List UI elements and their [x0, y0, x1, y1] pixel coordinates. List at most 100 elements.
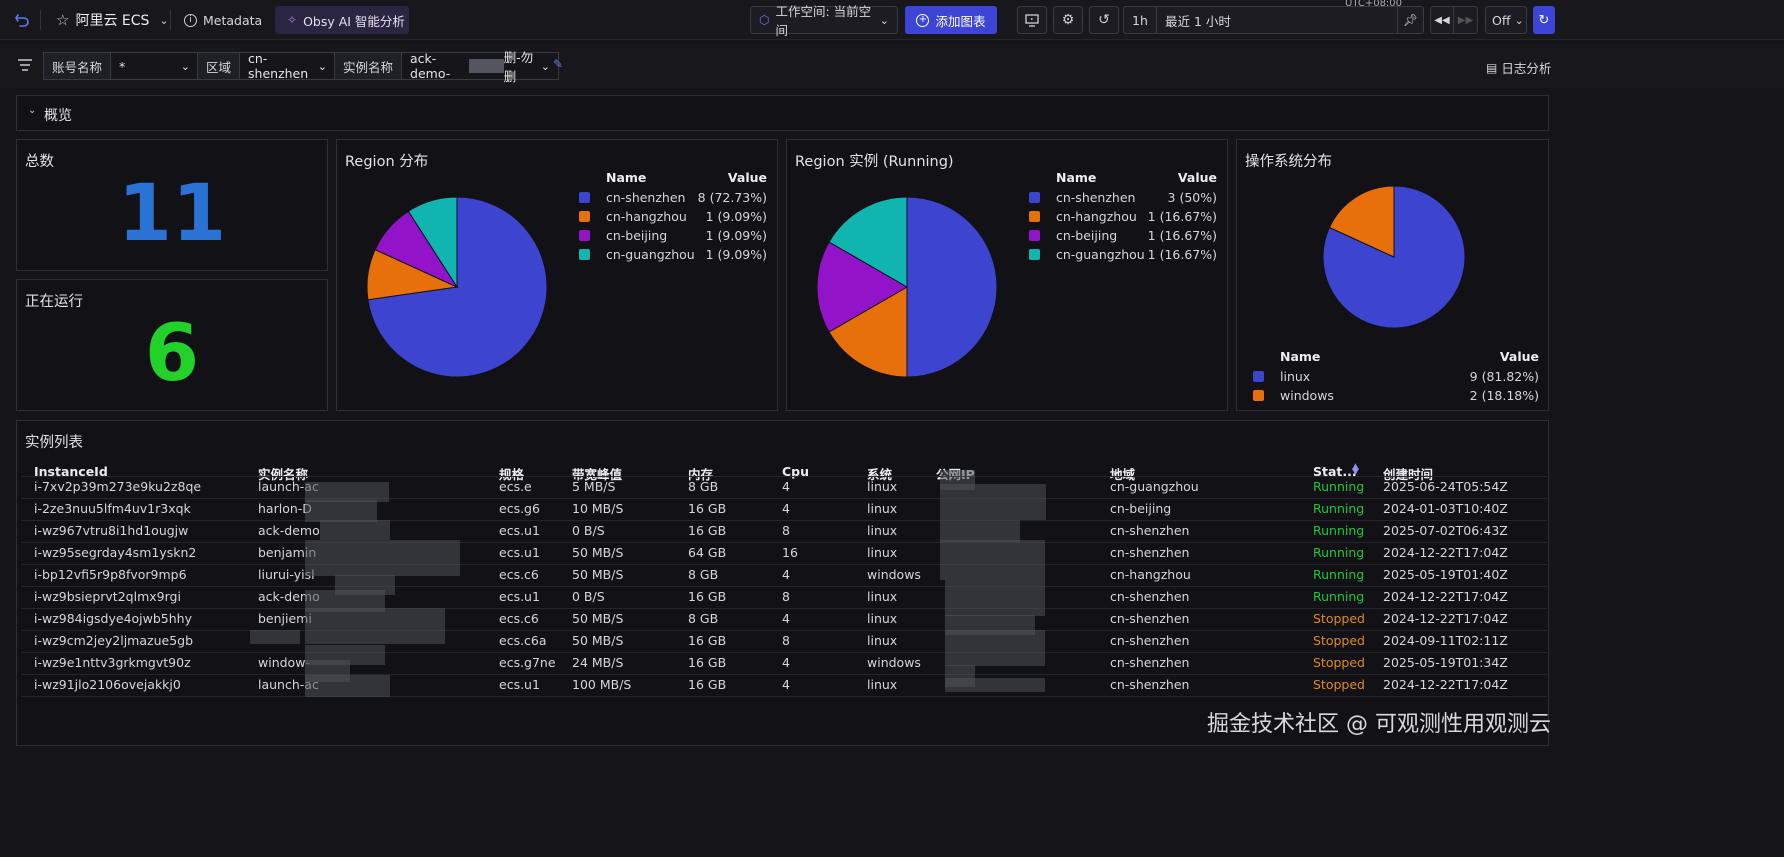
account-filter-select[interactable]: * ⌄: [111, 52, 200, 80]
time-range-short[interactable]: 1h: [1123, 6, 1157, 34]
pie-slice-cn-shenzhen[interactable]: [906, 196, 998, 378]
table-cell-name: window-: [258, 655, 310, 670]
pie-slice-windows[interactable]: [1328, 185, 1395, 258]
table-cell-created: 2025-05-19T01:34Z: [1383, 655, 1508, 670]
column-header[interactable]: 创建时间: [1383, 467, 1434, 482]
total-count-panel: 总数 11: [16, 139, 328, 271]
legend-item[interactable]: cn-beijing 1 (16.67%): [1027, 227, 1217, 243]
table-cell-id: i-wz9e1nttv3grkmgvt90z: [34, 655, 191, 670]
dashboard-title: 阿里云 ECS: [75, 13, 150, 29]
chevron-down-icon: ⌄: [28, 105, 37, 116]
region-filter[interactable]: 区域 cn-shenzhen ⌄: [197, 51, 337, 81]
time-range-select[interactable]: 最近 1 小时: [1157, 6, 1398, 34]
chevron-down-icon[interactable]: ⌄: [159, 13, 169, 27]
table-cell-spec: ecs.u1: [499, 523, 540, 538]
table-cell-name: benjiemi: [258, 611, 312, 626]
instance-filter-label: 实例名称: [334, 52, 403, 80]
edit-icon[interactable]: ✎: [553, 57, 564, 71]
legend-item[interactable]: cn-hangzhou 1 (9.09%): [577, 208, 767, 224]
log-analysis-button[interactable]: ▤ 日志分析: [1486, 58, 1551, 77]
filter-toggle-button[interactable]: [17, 58, 33, 76]
pie-slice-cn-beijing[interactable]: [816, 241, 909, 333]
row-divider: [22, 630, 1547, 631]
ai-analysis-button[interactable]: ✧ Obsy AI 智能分析: [275, 6, 409, 34]
legend-item[interactable]: cn-shenzhen 8 (72.73%): [577, 189, 767, 205]
column-header[interactable]: InstanceId: [34, 464, 108, 479]
legend-item[interactable]: cn-shenzhen 3 (50%): [1027, 189, 1217, 205]
workspace-select[interactable]: ⬡ 工作空间: 当前空间 ⌄: [750, 4, 898, 38]
column-header[interactable]: 系统: [867, 467, 893, 482]
legend-swatch: [1029, 248, 1040, 260]
add-chart-label: 添加图表: [935, 13, 986, 29]
history-button[interactable]: ↺: [1089, 6, 1119, 34]
table-cell-status: Stopped: [1313, 677, 1365, 692]
legend-label: cn-hangzhou: [1056, 208, 1137, 224]
legend-name-header: Name: [1056, 170, 1097, 185]
rewind-button[interactable]: ◀◀: [1430, 6, 1454, 34]
plus-circle-icon: +: [916, 13, 930, 27]
time-range-label: 最近 1 小时: [1165, 13, 1231, 29]
legend-item[interactable]: cn-guangzhou 1 (16.67%): [1027, 246, 1217, 262]
table-cell-name: launch-ac: [258, 677, 319, 692]
table-cell-id: i-wz984igsdye4ojwb5hhy: [34, 611, 192, 626]
pin-button[interactable]: 📌︎: [1398, 6, 1424, 34]
forward-icon: ▶▶: [1457, 14, 1474, 26]
instance-list-title: 实例列表: [25, 435, 83, 451]
back-button[interactable]: [14, 6, 30, 34]
column-header[interactable]: 带宽峰值: [572, 467, 623, 482]
region-filter-select[interactable]: cn-shenzhen ⌄: [240, 51, 337, 81]
refresh-button[interactable]: ↻: [1533, 6, 1555, 34]
legend-item[interactable]: cn-beijing 1 (9.09%): [577, 227, 767, 243]
table-cell-status: Running: [1313, 545, 1365, 560]
column-header[interactable]: 规格: [499, 467, 525, 482]
pie-slice-cn-guangzhou[interactable]: [828, 196, 908, 288]
sort-icon[interactable]: ▲ ▼: [1352, 462, 1359, 477]
legend-item[interactable]: cn-hangzhou 1 (16.67%): [1027, 208, 1217, 224]
table-cell-bw: 50 MB/S: [572, 633, 624, 648]
os-distribution-legend: Name Value linux 9 (81.82%) windows 2 (18.…: [1251, 349, 1539, 409]
add-chart-button[interactable]: + 添加图表: [905, 6, 997, 34]
column-header[interactable]: 地域: [1110, 467, 1136, 482]
row-divider: [22, 520, 1547, 521]
table-cell-created: 2025-07-02T06:43Z: [1383, 523, 1508, 538]
pie-slice-cn-guangzhou[interactable]: [407, 196, 458, 289]
star-icon[interactable]: ☆: [56, 11, 70, 29]
table-cell-created: 2024-01-03T10:40Z: [1383, 501, 1508, 516]
table-cell-os: linux: [867, 633, 898, 648]
sparkle-icon: ✧: [287, 13, 298, 27]
legend-item[interactable]: cn-guangzhou 1 (9.09%): [577, 246, 767, 262]
column-header[interactable]: Cpu: [782, 464, 810, 479]
overview-section-header[interactable]: ⌄ 概览: [16, 95, 1549, 131]
table-cell-status: Stopped: [1313, 633, 1365, 648]
region-distribution-legend: Name Value cn-shenzhen 8 (72.73%) cn-hang…: [577, 170, 767, 270]
legend-value: 1 (16.67%): [1147, 246, 1217, 262]
settings-button[interactable]: ⚙: [1053, 6, 1083, 34]
chevron-down-icon: ⌄: [540, 59, 551, 73]
table-cell-region: cn-shenzhen: [1110, 677, 1190, 692]
region-running-panel: Region 实例 (Running) Name Value cn-shenzh…: [786, 139, 1228, 411]
total-count-title: 总数: [25, 154, 54, 170]
chevron-down-icon: ⌄: [1514, 13, 1524, 27]
pie-slice-cn-hangzhou[interactable]: [828, 286, 908, 378]
table-cell-created: 2024-12-22T17:04Z: [1383, 545, 1508, 560]
column-header[interactable]: 实例名称: [258, 467, 309, 482]
os-distribution-pie: [1322, 185, 1466, 329]
redacted-block: [940, 520, 1020, 542]
instance-filter-select[interactable]: ack-demo- 删-勿删 ⌄: [402, 50, 560, 84]
row-divider: [22, 652, 1547, 653]
instance-filter[interactable]: 实例名称 ack-demo- 删-勿删 ⌄: [334, 50, 560, 84]
forward-button[interactable]: ▶▶: [1454, 6, 1478, 34]
legend-value-header: Value: [1177, 170, 1217, 185]
column-header[interactable]: 内存: [688, 467, 714, 482]
redacted-block: [305, 590, 385, 612]
legend-label: cn-shenzhen: [606, 189, 686, 205]
legend-item[interactable]: linux 9 (81.82%): [1251, 368, 1539, 384]
account-filter[interactable]: 账号名称 * ⌄: [43, 52, 200, 80]
dashboard-title-group[interactable]: ☆ 阿里云 ECS ⌄: [56, 6, 169, 34]
table-cell-created: 2025-05-19T01:40Z: [1383, 567, 1508, 582]
legend-item[interactable]: windows 2 (18.18%): [1251, 387, 1539, 403]
auto-refresh-select[interactable]: Off ⌄: [1485, 6, 1527, 34]
metadata-button[interactable]: i Metadata: [184, 6, 262, 34]
fullscreen-button[interactable]: [1017, 6, 1047, 34]
column-header[interactable]: Stat...: [1313, 464, 1357, 479]
